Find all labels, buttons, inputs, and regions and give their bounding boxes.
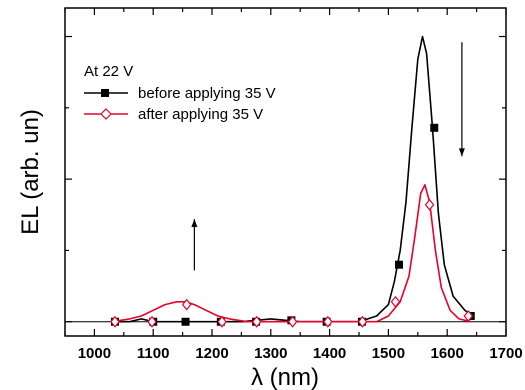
- legend-title: At 22 V: [84, 63, 133, 80]
- arrow-head: [458, 148, 465, 157]
- legend-marker-before: [101, 89, 109, 97]
- x-tick-label: 1100: [137, 345, 170, 362]
- legend-marker-after: [100, 108, 112, 120]
- x-tick-label: 1200: [195, 345, 228, 362]
- data-point-diamond: [217, 315, 227, 328]
- x-tick-label: 1400: [313, 345, 346, 362]
- x-tick-label: 1300: [254, 345, 287, 362]
- data-point-diamond: [357, 315, 368, 328]
- legend: At 22 V before applying 35 V after apply…: [84, 63, 276, 123]
- annotation-arrows: [191, 42, 465, 271]
- data-point-diamond: [390, 295, 401, 308]
- x-tick-label: 1000: [78, 345, 111, 362]
- series-line-0: [112, 35, 475, 323]
- data-point-diamond: [424, 198, 435, 211]
- arrow-head: [191, 219, 198, 228]
- data-point-diamond: [110, 315, 120, 328]
- data-point-diamond: [287, 315, 298, 328]
- x-ticks: 1000 1100 1200 1300 1400 1500 1600 1700: [64, 8, 523, 362]
- x-tick-label: 1500: [372, 345, 405, 362]
- data-point-diamond: [181, 298, 192, 311]
- legend-label-before: before applying 35 V: [138, 85, 276, 102]
- data-point-diamond: [251, 315, 262, 328]
- legend-label-after: after applying 35 V: [138, 106, 263, 123]
- data-point-diamond: [323, 315, 333, 328]
- data-point-square: [181, 317, 190, 326]
- data-point-square: [394, 260, 403, 269]
- x-tick-label: 1600: [431, 345, 464, 362]
- series-layer: [110, 35, 475, 328]
- x-axis-title: λ (nm): [251, 364, 319, 390]
- x-tick-label: 1700: [489, 345, 522, 362]
- series-line-1: [111, 184, 471, 323]
- data-point-diamond: [463, 310, 474, 322]
- data-point-square: [430, 123, 439, 132]
- plot-frame: [64, 7, 507, 337]
- data-point-diamond: [147, 315, 157, 328]
- y-axis-title: EL (arb. un): [17, 109, 44, 235]
